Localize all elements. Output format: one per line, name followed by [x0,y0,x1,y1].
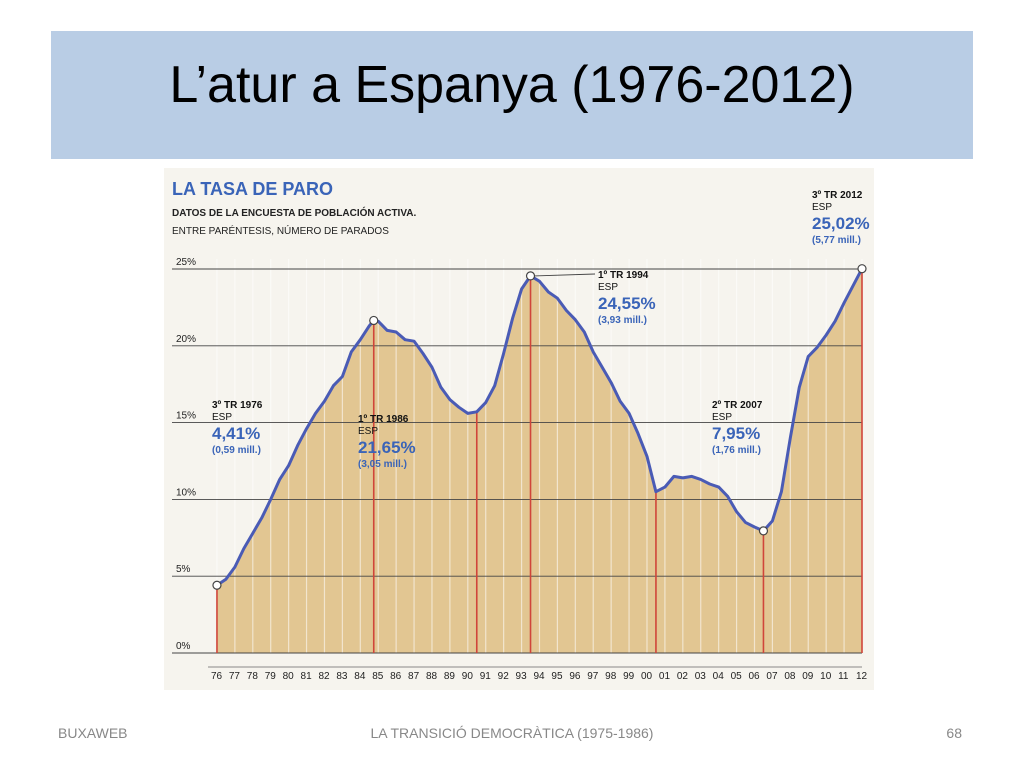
footer-left: BUXAWEB [58,725,128,741]
x-tick-label: 85 [372,671,384,682]
y-tick-label: 25% [176,257,196,268]
annotation-rate: 4,41% [212,424,260,443]
annotation-connector [534,273,596,277]
x-tick-label: 91 [480,671,492,682]
footer-center: LA TRANSICIÓ DEMOCRÀTICA (1975-1986) [370,725,654,741]
y-tick-label: 5% [176,564,191,575]
annotation-period: 1º TR 1994 [598,270,649,281]
annotation-region: ESP [712,412,732,423]
y-tick-label: 20% [176,334,196,345]
annotation-region: ESP [812,202,832,213]
x-tick-label: 07 [766,671,778,682]
chart-subtitle: DATOS DE LA ENCUESTA DE POBLACIÓN ACTIVA… [172,206,416,219]
x-tick-label: 12 [856,671,868,682]
y-tick-label: 0% [176,641,191,652]
x-tick-label: 00 [641,671,653,682]
chart-title: LA TASA DE PARO [172,179,333,199]
annotation-rate: 24,55% [598,294,656,313]
x-tick-label: 89 [444,671,456,682]
highlight-point [525,271,536,281]
annotation-region: ESP [598,282,618,293]
x-tick-label: 02 [677,671,689,682]
x-tick-label: 77 [229,671,241,682]
annotation-rate: 25,02% [812,214,870,233]
annotation-people: (1,76 mill.) [712,445,761,456]
annotation-period: 3º TR 2012 [812,190,863,201]
annotation-people: (3,05 mill.) [358,459,407,470]
chart-svg: LA TASA DE PARO DATOS DE LA ENCUESTA DE … [172,179,870,682]
annotation-rate: 21,65% [358,438,416,457]
x-tick-label: 03 [695,671,707,682]
x-tick-label: 99 [623,671,635,682]
slide-title: L’atur a Espanya (1976-2012) [169,56,855,114]
x-tick-label: 80 [283,671,295,682]
x-tick-label: 05 [731,671,743,682]
annotation-period: 1º TR 1986 [358,414,409,425]
annotation-rate: 7,95% [712,424,760,443]
y-tick-label: 15% [176,411,196,422]
annotation-period: 2º TR 2007 [712,400,763,411]
x-tick-label: 79 [265,671,277,682]
x-tick-label: 81 [301,671,313,682]
y-tick-label: 10% [176,487,196,498]
x-tick-label: 82 [318,671,330,682]
annotation-period: 3º TR 1976 [212,400,263,411]
annotation-people: (0,59 mill.) [212,445,261,456]
highlight-point [857,264,867,274]
x-tick-label: 04 [713,671,725,682]
highlight-point [369,315,379,326]
unemployment-chart: LA TASA DE PARO DATOS DE LA ENCUESTA DE … [164,168,874,690]
x-tick-label: 87 [408,671,420,682]
x-tick-label: 01 [659,671,671,682]
x-tick-label: 88 [426,671,438,682]
annotation-people: (5,77 mill.) [812,235,861,246]
page-number: 68 [946,725,962,741]
title-bar: L’atur a Espanya (1976-2012) [51,31,973,159]
x-tick-label: 90 [462,671,474,682]
annotation-region: ESP [212,412,232,423]
x-tick-label: 97 [587,671,599,682]
x-tick-label: 83 [336,671,348,682]
x-tick-label: 76 [211,671,223,682]
x-tick-label: 09 [802,671,814,682]
x-tick-label: 96 [569,671,581,682]
x-tick-label: 11 [838,671,849,682]
annotation-people: (3,93 mill.) [598,315,647,326]
annotation-region: ESP [358,426,378,437]
chart-subtitle-2: ENTRE PARÉNTESIS, NÚMERO DE PARADOS [172,224,389,237]
x-tick-label: 95 [551,671,563,682]
x-tick-label: 98 [605,671,617,682]
highlight-point [212,580,222,590]
x-tick-label: 06 [748,671,760,682]
plot-layer: 0% 5% 10% 15% 20% 25% 76 77 78 79 80 81 82 83 84 85 86 87… [172,257,868,682]
x-tick-label: 94 [533,671,545,682]
x-tick-label: 84 [354,671,366,682]
x-tick-label: 92 [498,671,510,682]
x-tick-label: 93 [516,671,528,682]
x-tick-label: 86 [390,671,402,682]
highlight-point [758,526,769,536]
x-tick-label: 78 [247,671,259,682]
x-tick-label: 10 [820,671,832,682]
x-tick-label: 08 [784,671,796,682]
